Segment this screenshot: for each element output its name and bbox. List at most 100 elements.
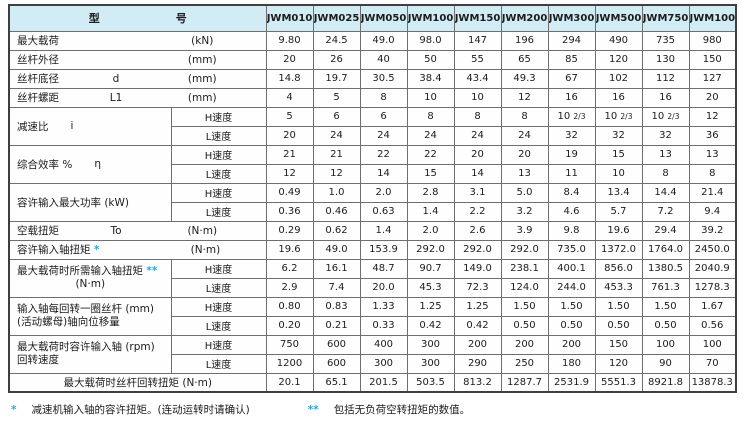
value-cell: 400 [359, 334, 408, 355]
value-cell: 13878.3 [688, 372, 737, 393]
value-cell: 200 [500, 334, 549, 355]
value-cell: 1.50 [594, 296, 643, 317]
speed-label-l: L速度 [170, 277, 267, 298]
value-cell: 2.9 [265, 277, 314, 298]
value-cell: 150 [594, 334, 643, 355]
value-cell: 65.1 [312, 372, 361, 393]
value-cell: 120 [594, 353, 643, 374]
value-cell: 20.1 [265, 372, 314, 393]
value-cell: 24 [312, 125, 361, 146]
value-cell: 5 [312, 87, 361, 108]
value-cell: 19.6 [265, 239, 314, 260]
value-cell: 7.2 [641, 201, 690, 222]
model-header-cell: JWM1000 [688, 4, 737, 32]
spec-row-screw-outer-dia: 丝杆外径 (mm) 20 26 40 50 55 65 85 120 130 150 [8, 49, 737, 70]
value-cell: 1.0 [312, 182, 361, 203]
row-label: 丝杆底径 d (mm) [8, 68, 267, 89]
value-cell: 10 [406, 87, 455, 108]
value-cell: 735 [641, 30, 690, 51]
value-cell: 8 [359, 87, 408, 108]
value-cell: 24 [406, 125, 455, 146]
value-cell: 38.4 [406, 68, 455, 89]
value-cell: 120 [594, 49, 643, 70]
value-cell: 32 [547, 125, 596, 146]
spec-row-max-input-power-l: L速度 0.36 0.46 0.63 1.4 2.2 3.2 4.6 5.7 7.2 9.4 [9, 201, 737, 222]
value-cell: 24.5 [312, 30, 361, 51]
value-cell: 0.50 [641, 315, 690, 336]
value-cell: 300 [406, 353, 455, 374]
value-cell: 0.46 [312, 201, 361, 222]
spec-table: 型 号 JWM010 JWM025 JWM050 JWM100 JWM150 JWM200… [8, 4, 737, 393]
value-cell: 150 [688, 49, 737, 70]
row-label: 最大载荷时丝杆回转扭矩 (N·m) [8, 372, 267, 393]
value-cell: 21 [265, 144, 314, 165]
row-label: 丝杆螺距 L1 (mm) [8, 87, 267, 108]
value-cell: 12 [312, 163, 361, 184]
value-cell: 55 [453, 49, 502, 70]
value-cell: 750 [265, 334, 314, 355]
value-cell: 10 [453, 87, 502, 108]
value-cell: 26 [312, 49, 361, 70]
spec-row-reduction-ratio-h: 减速比 i H速度 5 6 6 8 8 8 10 2/3 10 2/3 10 2/3 12 [8, 106, 737, 146]
asterisk-marker: * [93, 244, 100, 256]
value-cell: 0.49 [265, 182, 314, 203]
value-cell: 15 [406, 163, 455, 184]
value-cell: 490 [594, 30, 643, 51]
value-cell: 20 [500, 144, 549, 165]
row-label: 容许输入轴扭矩 * (N·m) [8, 239, 267, 260]
value-cell: 14.8 [265, 68, 314, 89]
value-cell: 2.8 [406, 182, 455, 203]
speed-label-l: L速度 [170, 125, 267, 146]
value-cell: 0.56 [688, 315, 737, 336]
speed-label-h: H速度 [170, 182, 267, 203]
value-cell: 4.6 [547, 201, 596, 222]
value-cell: 3.1 [453, 182, 502, 203]
double-asterisk-marker: ** [307, 404, 319, 416]
value-cell: 294 [547, 30, 596, 51]
value-cell: 19 [547, 144, 596, 165]
spec-row-screw-root-dia: 丝杆底径 d (mm) 14.8 19.7 30.5 38.4 43.4 49.3 67 10… [8, 68, 737, 89]
value-cell: 0.50 [500, 315, 549, 336]
model-label-right: 号 [175, 12, 187, 26]
value-cell: 0.83 [312, 296, 361, 317]
spec-row-allowable-input-speed-h: 最大载荷时容许输入轴 (rpm) 回转速度 H速度 750 600 400 300 20… [8, 334, 737, 374]
value-cell: 3.9 [500, 220, 549, 241]
value-cell: 3.2 [500, 201, 549, 222]
value-cell: 12 [500, 87, 549, 108]
spec-row-allowable-input-torque: 容许输入轴扭矩 * (N·m) 19.6 49.0 153.9 292.0 292.0 2… [8, 239, 737, 260]
value-cell: 10 2/3 [547, 106, 596, 127]
value-cell: 30.5 [359, 68, 408, 89]
value-cell: 36 [688, 125, 737, 146]
value-cell: 2.0 [406, 220, 455, 241]
value-cell: 453.3 [594, 277, 643, 298]
speed-label-h: H速度 [170, 334, 267, 355]
value-cell: 1278.3 [688, 277, 737, 298]
row-label: 空载扭矩 To (N·m) [8, 220, 267, 241]
value-cell: 40 [359, 49, 408, 70]
value-cell: 292.0 [453, 239, 502, 260]
speed-label-h: H速度 [170, 296, 267, 317]
value-cell: 29.4 [641, 220, 690, 241]
value-cell: 12 [688, 106, 737, 127]
value-cell: 1287.7 [500, 372, 549, 393]
value-cell: 39.2 [688, 220, 737, 241]
value-cell: 0.21 [312, 315, 361, 336]
value-cell: 1764.0 [641, 239, 690, 260]
value-cell: 1200 [265, 353, 314, 374]
value-cell: 20.0 [359, 277, 408, 298]
value-cell: 5.7 [594, 201, 643, 222]
value-cell: 0.50 [594, 315, 643, 336]
value-cell: 85 [547, 49, 596, 70]
value-cell: 19.7 [312, 68, 361, 89]
spec-row-max-load: 最大载荷 (kN) 9.80 24.5 49.0 98.0 147 196 294 490 73… [8, 30, 737, 51]
value-cell: 196 [500, 30, 549, 51]
model-header-cell: JWM100 [406, 4, 455, 32]
value-cell: 8.4 [547, 182, 596, 203]
row-label: 最大载荷 (kN) [8, 30, 267, 51]
speed-label-h: H速度 [170, 144, 267, 165]
spec-row-reduction-ratio-l: L速度 20 24 24 24 24 24 32 32 32 36 [9, 125, 737, 146]
value-cell: 19.6 [594, 220, 643, 241]
value-cell: 16 [641, 87, 690, 108]
value-cell: 14 [359, 163, 408, 184]
